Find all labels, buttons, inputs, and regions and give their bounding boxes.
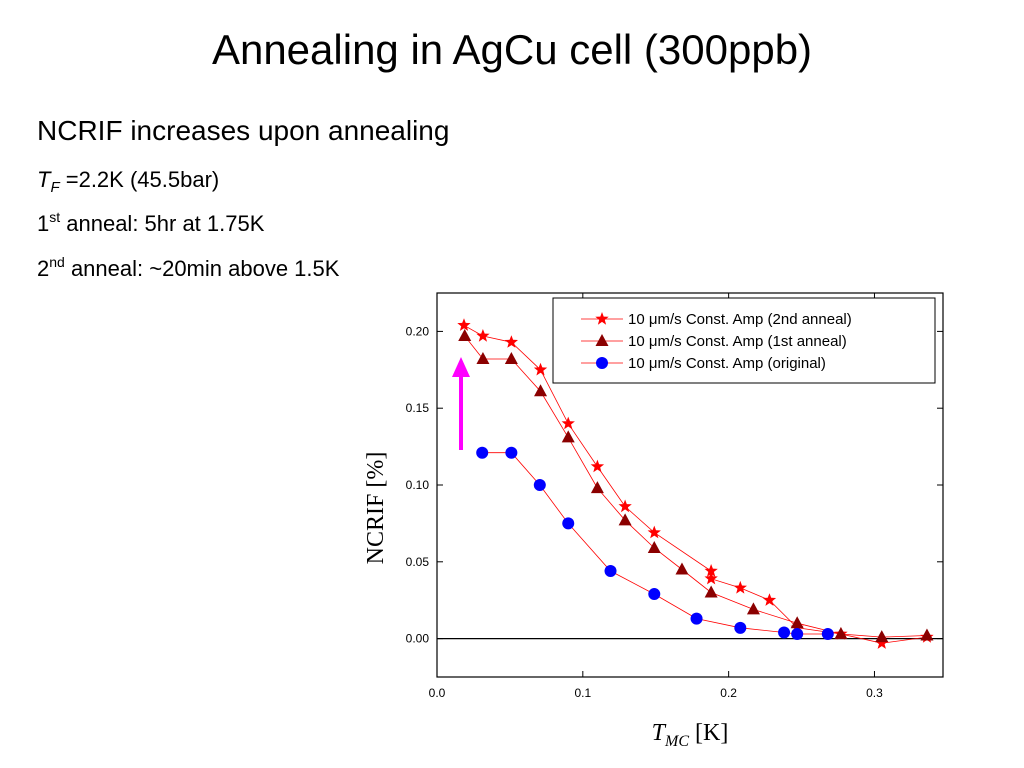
circle-marker [821, 627, 834, 640]
star-marker [733, 580, 747, 594]
text: anneal: ~20min above 1.5K [65, 256, 340, 281]
circle-marker [505, 446, 518, 459]
triangle-marker [476, 352, 490, 365]
triangle-marker [920, 628, 934, 641]
text: =2.2K (45.5bar) [60, 167, 220, 192]
star-marker [647, 525, 661, 539]
triangle-marker [834, 626, 848, 639]
star-marker [704, 564, 718, 577]
y-tick-label: 0.20 [406, 324, 430, 338]
triangle-marker [534, 384, 548, 397]
unit: [K] [695, 720, 728, 746]
triangle-marker [618, 513, 632, 526]
circle-marker [604, 565, 617, 578]
legend-label: 10 μm/s Const. Amp (2nd anneal) [628, 311, 852, 328]
x-axis-label: TMC [K] [652, 720, 729, 750]
circle-marker [476, 446, 489, 459]
circle-marker [562, 517, 575, 530]
y-axis-label: NCRIF [%] [363, 452, 389, 565]
y-tick-label: 0.05 [406, 555, 430, 569]
star-marker [476, 329, 490, 342]
x-tick-label: 0.2 [720, 686, 737, 700]
triangle-marker [790, 616, 804, 629]
superscript: nd [49, 254, 65, 270]
star-marker [533, 362, 548, 376]
text: 2 [37, 256, 49, 281]
superscript: st [49, 209, 60, 225]
star-marker [618, 499, 632, 513]
y-tick-label: 0.10 [406, 478, 430, 492]
star-marker [762, 593, 777, 606]
triangle-marker [590, 481, 604, 494]
triangle-marker [875, 630, 889, 643]
symbol: T [652, 720, 667, 746]
subscript: F [50, 179, 60, 196]
arrow-head [452, 357, 470, 377]
slide-title: Annealing in AgCu cell (300ppb) [212, 26, 812, 73]
subscript: MC [664, 733, 689, 750]
circle-marker [778, 626, 791, 639]
star-marker [704, 571, 718, 585]
triangle-marker [746, 602, 760, 615]
y-tick-label: 0.00 [406, 632, 430, 646]
circle-marker [734, 621, 747, 634]
bullet-line: 1st anneal: 5hr at 1.75K [37, 209, 265, 236]
star-marker [590, 459, 605, 473]
circle-marker [533, 479, 546, 491]
circle-marker [648, 588, 661, 601]
triangle-marker [675, 562, 689, 575]
symbol: T [37, 167, 52, 192]
circle-marker [690, 612, 703, 625]
triangle-marker [647, 540, 661, 553]
circle-marker [791, 627, 804, 640]
legend-box [552, 297, 936, 384]
triangle-marker [704, 585, 718, 598]
triangle-marker [595, 334, 609, 346]
triangle-marker [458, 329, 472, 342]
bullet-line: 2nd anneal: ~20min above 1.5K [37, 254, 340, 281]
x-tick-label: 0.3 [866, 686, 883, 700]
series-line [463, 324, 928, 644]
star-marker [561, 416, 575, 430]
text: 1 [37, 211, 49, 236]
x-tick-label: 0.1 [574, 686, 591, 700]
legend-label: 10 μm/s Const. Amp (original) [628, 355, 826, 372]
circle-marker [596, 357, 608, 369]
triangle-marker [561, 430, 575, 443]
triangle-marker [504, 352, 518, 365]
bullet-line: TF =2.2K (45.5bar) [37, 167, 219, 196]
x-tick-label: 0.0 [429, 686, 446, 700]
star-marker [875, 636, 889, 649]
star-marker [504, 335, 518, 348]
star-marker [595, 312, 609, 325]
text: anneal: 5hr at 1.75K [60, 211, 265, 236]
star-marker [457, 318, 471, 331]
heading: NCRIF increases upon annealing [37, 115, 449, 146]
legend-label: 10 μm/s Const. Amp (1st anneal) [628, 333, 847, 350]
y-tick-label: 0.15 [406, 401, 430, 415]
